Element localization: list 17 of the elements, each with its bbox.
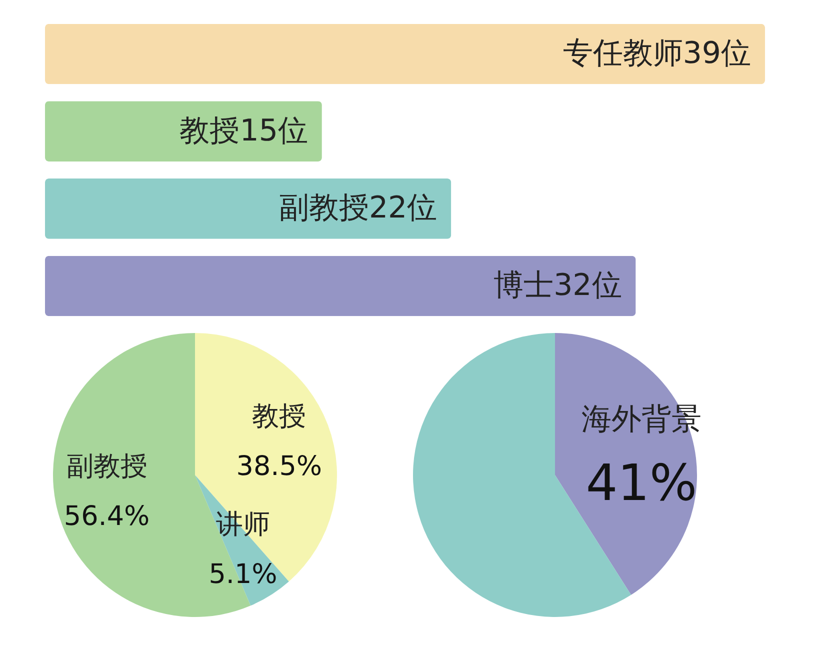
bar bbox=[45, 178, 452, 239]
data-label: 专任教师39位 bbox=[562, 36, 751, 72]
slice-label: 讲师 bbox=[216, 509, 270, 540]
slice-label: 副教授 bbox=[66, 450, 148, 482]
pie-slice bbox=[195, 333, 337, 582]
data-label: 5.1% bbox=[208, 559, 278, 590]
slice-label: 海外背景 bbox=[581, 402, 702, 437]
bar bbox=[45, 101, 322, 162]
data-label: 副教授22位 bbox=[278, 190, 438, 226]
data-label: 博士32位 bbox=[494, 268, 622, 303]
data-label: 56.4% bbox=[64, 500, 150, 532]
data-label: 38.5% bbox=[236, 451, 322, 482]
slice-label: 教授 bbox=[252, 401, 306, 432]
data-label: 41% bbox=[586, 454, 697, 512]
data-label: 教授15位 bbox=[180, 113, 308, 148]
bar bbox=[45, 24, 765, 84]
bar bbox=[45, 256, 636, 316]
